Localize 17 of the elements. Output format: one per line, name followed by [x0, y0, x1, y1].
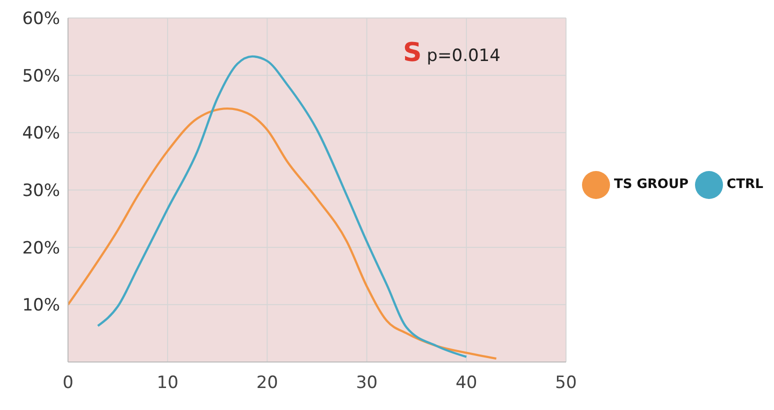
line-series [68, 107, 498, 360]
y-tick-label: 60% [22, 9, 60, 30]
legend-label: TS GROUP [614, 177, 689, 193]
y-tick-label: 10% [22, 296, 60, 316]
x-tick-label: 30 [356, 373, 378, 393]
y-tick-label: 30% [22, 181, 60, 202]
x-tick-label: 0 [62, 373, 74, 393]
y-tick-label: 40% [22, 124, 60, 144]
x-tick-label: 50 [555, 373, 577, 393]
annotation: S [403, 38, 422, 68]
x-tick-label: 20 [256, 373, 278, 393]
x-tick-label: 40 [456, 373, 478, 393]
annotation: p=0.014 [426, 46, 500, 66]
x-tick-label: 10 [156, 373, 178, 393]
y-tick-label: 50% [22, 66, 60, 86]
legend-label: CTRL [726, 177, 764, 193]
y-tick-label: 20% [22, 238, 60, 258]
